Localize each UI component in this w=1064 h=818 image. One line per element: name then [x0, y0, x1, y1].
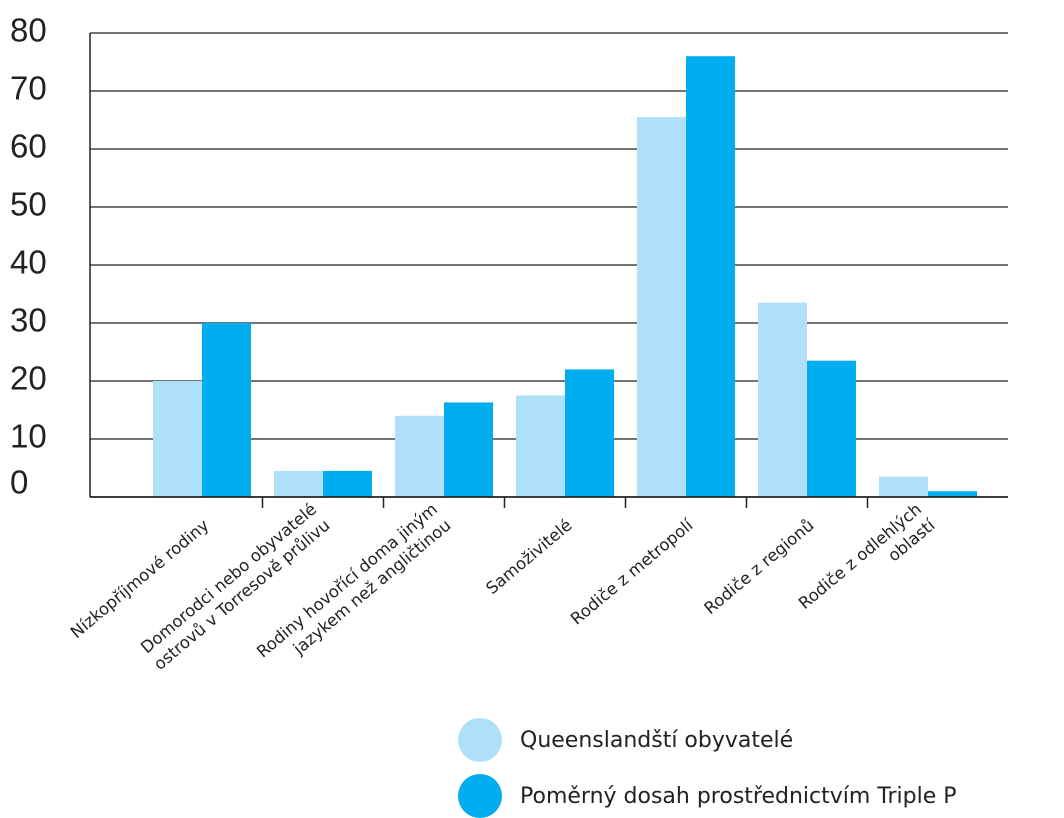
bar-triple-p-2: [444, 402, 493, 497]
bar-triple-p-3: [565, 369, 614, 497]
bars: [153, 56, 977, 497]
y-tick-label: 10: [10, 418, 47, 455]
y-tick-labels: 0 10 20 30 40 50 60 70 80: [10, 12, 47, 501]
bar-queensland-3: [516, 395, 565, 497]
bar-queensland-4: [637, 117, 686, 497]
y-tick-label: 30: [10, 302, 47, 339]
bar-queensland-5: [758, 302, 807, 497]
x-tick-label: Samoživitelé: [482, 516, 575, 598]
y-tick-label: 70: [10, 70, 47, 107]
x-tick-label: Nízkopříjmové rodiny: [67, 515, 213, 642]
y-tick-label: 80: [10, 12, 47, 49]
legend-swatch-triple-p: [458, 774, 502, 818]
x-tick-label-line: Samoživitelé: [482, 516, 575, 598]
x-tick-label-line: Rodiče z metropolí: [567, 515, 698, 629]
x-tick-label: Rodiče z odlehlýchoblastí: [795, 499, 940, 629]
bar-triple-p-6: [928, 491, 977, 497]
legend-swatch-queensland: [458, 718, 502, 762]
bar-queensland-0: [153, 381, 202, 497]
x-tick-label: Rodiče z metropolí: [567, 515, 698, 629]
y-tick-label: 50: [10, 186, 47, 223]
bar-queensland-2: [395, 415, 444, 497]
y-tick-label: 20: [10, 360, 47, 397]
y-tick-label: 0: [10, 464, 28, 501]
x-tick-label-line: Nízkopříjmové rodiny: [67, 515, 213, 642]
y-tick-label: 40: [10, 244, 47, 281]
bar-queensland-1: [274, 470, 323, 497]
legend-item-queensland: Queenslandští obyvatelé: [458, 718, 793, 762]
bar-triple-p-0: [202, 323, 251, 497]
bar-triple-p-1: [323, 470, 372, 497]
bar-queensland-6: [879, 476, 928, 497]
bar-triple-p-4: [686, 56, 735, 497]
axes: [89, 33, 1008, 508]
legend-label-triple-p: Poměrný dosah prostřednictvím Triple P: [520, 783, 957, 809]
legend-label-queensland: Queenslandští obyvatelé: [520, 727, 794, 753]
y-tick-label: 60: [10, 128, 47, 165]
legend-item-triple-p: Poměrný dosah prostřednictvím Triple P: [458, 774, 957, 818]
bar-triple-p-5: [807, 360, 856, 497]
